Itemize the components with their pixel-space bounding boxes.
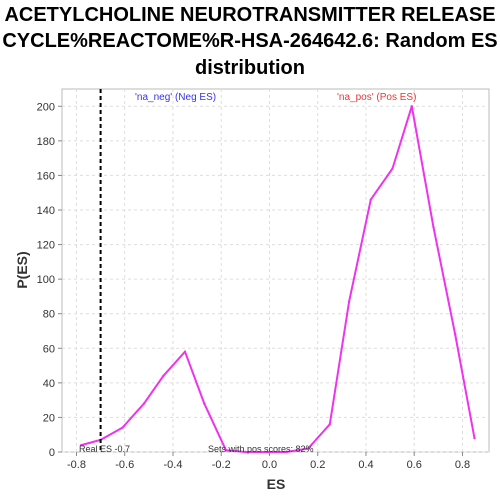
x-tick-label: 0.4 (358, 459, 373, 471)
y-tick-label: 60 (43, 343, 55, 355)
y-axis-title: P(ES) (14, 251, 30, 288)
chart-title-line-2: CYCLE%REACTOME%R-HSA-264642.6: Random ES (2, 30, 498, 52)
es-data-point (328, 423, 331, 426)
x-tick-label: 0.8 (455, 459, 470, 471)
es-data-point (391, 167, 394, 170)
es-data-point (121, 426, 124, 429)
x-tick-label: -0.8 (67, 459, 86, 471)
y-tick-label: 40 (43, 378, 55, 390)
legend-pos-label: 'na_pos' (Pos ES) (337, 92, 416, 103)
es-data-point (410, 105, 414, 108)
chart-title-line-3: distribution (195, 57, 305, 79)
axes: -0.8 -0.6 -0.4 -0.2 0.0 0.2 0.4 0.6 0.8 0 20 40 60 80… (37, 101, 470, 471)
y-tick-label: 0 (49, 447, 55, 459)
x-tick-label: 0.6 (407, 459, 422, 471)
x-tick-label: 0.0 (262, 459, 277, 471)
y-tick-label: 80 (43, 309, 55, 321)
es-data-point (432, 226, 435, 229)
es-data-point (369, 198, 372, 201)
grid-lines (62, 89, 489, 453)
es-data-point (183, 350, 187, 353)
es-data-point (306, 447, 310, 450)
es-data-point (142, 402, 146, 405)
series-layer (80, 105, 476, 454)
es-data-point (244, 450, 247, 454)
es-data-point (473, 436, 476, 440)
y-tick-label: 100 (37, 274, 55, 286)
y-tick-label: 120 (37, 240, 55, 252)
y-tick-label: 20 (43, 412, 55, 424)
x-tick-label: 0.2 (310, 459, 325, 471)
es-data-point (285, 450, 288, 454)
es-data-point (224, 449, 228, 452)
es-data-point (347, 300, 351, 303)
y-tick-label: 200 (37, 101, 55, 113)
y-tick-label: 140 (37, 205, 55, 217)
pos-scores-annotation: Sets with pos scores: 82% (208, 444, 314, 454)
plot-area (61, 88, 490, 453)
y-tick-label: 180 (37, 136, 55, 148)
es-data-point (162, 374, 165, 378)
x-tick-label: -0.4 (163, 459, 182, 471)
es-data-point (80, 443, 83, 447)
x-tick-label: -0.6 (115, 459, 134, 471)
x-axis-title: ES (267, 476, 286, 492)
chart-title-line-1: ACETYLCHOLINE NEUROTRANSMITTER RELEASE (4, 4, 496, 26)
es-data-point (265, 450, 269, 454)
es-data-point (454, 333, 457, 336)
legend-neg-label: 'na_neg' (Neg ES) (135, 92, 216, 103)
real-es-annotation: Real ES -0.7 (79, 444, 130, 454)
x-tick-label: -0.2 (212, 459, 231, 471)
es-data-point (203, 402, 206, 405)
es-distribution-line (81, 105, 476, 453)
y-tick-label: 160 (37, 170, 55, 182)
